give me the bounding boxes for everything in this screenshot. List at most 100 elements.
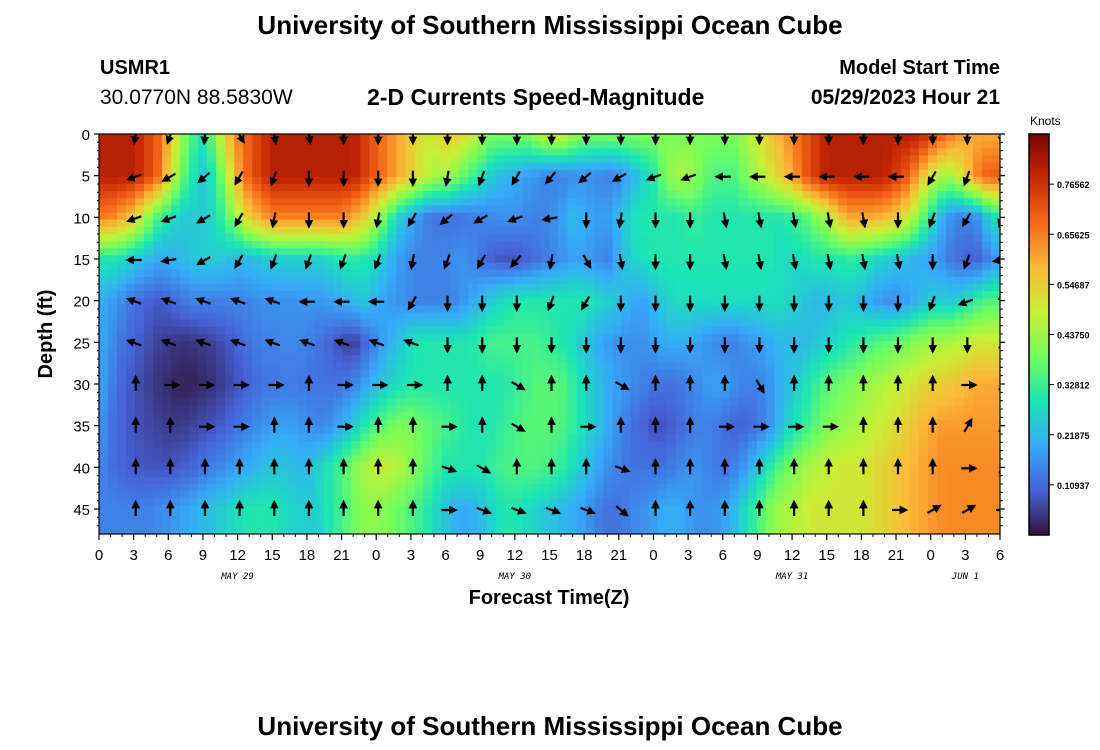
heatmap-cell — [252, 312, 262, 321]
heatmap-cell — [639, 362, 650, 371]
heatmap-cell — [207, 441, 217, 449]
heatmap-cell — [387, 184, 397, 192]
heatmap-cell — [576, 398, 587, 407]
heatmap-cell — [594, 326, 605, 335]
heatmap-cell — [450, 226, 460, 235]
heatmap-cell — [936, 248, 947, 257]
heatmap-cell — [711, 148, 722, 157]
heatmap-cell — [504, 312, 515, 321]
heatmap-cell — [657, 148, 668, 157]
heatmap-cell — [216, 234, 226, 242]
heatmap-cell — [279, 255, 289, 264]
heatmap-cell — [486, 312, 497, 321]
heatmap-cell — [234, 434, 244, 442]
heatmap-cell — [396, 391, 406, 399]
heatmap-cell — [261, 362, 271, 371]
heatmap-cell — [531, 476, 542, 485]
heatmap-cell — [342, 355, 352, 364]
heatmap-cell — [207, 169, 217, 178]
heatmap-cell — [333, 355, 343, 364]
heatmap-cell — [324, 262, 334, 271]
heatmap-cell — [324, 184, 334, 192]
heatmap-cell — [900, 298, 911, 307]
heatmap-cell — [135, 155, 145, 164]
heatmap-cell — [882, 355, 893, 364]
heatmap-cell — [315, 134, 325, 142]
heatmap-cell — [963, 369, 974, 378]
heatmap-cell — [540, 241, 551, 249]
heatmap-cell — [297, 419, 307, 428]
heatmap-cell — [702, 405, 713, 414]
heatmap-cell — [351, 284, 361, 292]
heatmap-cell — [900, 334, 911, 342]
heatmap-cell — [963, 241, 974, 249]
heatmap-cell — [702, 191, 713, 199]
heatmap-cell — [576, 205, 587, 214]
heatmap-cell — [981, 448, 992, 457]
heatmap-cell — [972, 455, 983, 464]
heatmap-cell — [855, 241, 866, 249]
heatmap-cell — [360, 234, 370, 242]
heatmap-cell — [450, 469, 460, 478]
heatmap-cell — [288, 334, 298, 342]
heatmap-cell — [315, 476, 325, 485]
heatmap-cell — [198, 376, 208, 385]
heatmap-cell — [432, 226, 442, 235]
heatmap-cell — [189, 326, 199, 335]
heatmap-cell — [315, 205, 325, 214]
heatmap-cell — [954, 141, 965, 149]
heatmap-cell — [324, 341, 334, 349]
heatmap-cell — [180, 384, 190, 392]
heatmap-cell — [603, 255, 614, 264]
heatmap-cell — [558, 434, 569, 442]
heatmap-cell — [234, 384, 244, 392]
heatmap-cell — [522, 148, 533, 157]
heatmap-cell — [846, 212, 857, 221]
heatmap-cell — [603, 226, 614, 235]
heatmap-cell — [918, 155, 929, 164]
heatmap-cell — [261, 198, 271, 207]
heatmap-cell — [639, 291, 650, 299]
heatmap-cell — [243, 391, 253, 399]
heatmap-cell — [621, 234, 632, 242]
heatmap-cell — [765, 455, 776, 464]
heatmap-cell — [189, 241, 199, 249]
heatmap-cell — [981, 262, 992, 271]
heatmap-cell — [279, 248, 289, 257]
heatmap-cell — [378, 248, 388, 257]
heatmap-cell — [396, 376, 406, 385]
heatmap-cell — [738, 162, 749, 171]
heatmap-cell — [333, 205, 343, 214]
heatmap-cell — [216, 184, 226, 192]
heatmap-cell — [522, 141, 533, 149]
heatmap-cell — [567, 234, 578, 242]
heatmap-cell — [144, 484, 154, 492]
heatmap-cell — [792, 326, 803, 335]
heatmap-cell — [432, 176, 442, 185]
heatmap-cell — [486, 376, 497, 385]
heatmap-cell — [882, 219, 893, 228]
heatmap-cell — [279, 241, 289, 249]
heatmap-cell — [216, 448, 226, 457]
heatmap-cell — [711, 455, 722, 464]
heatmap-cell — [774, 398, 785, 407]
heatmap-cell — [144, 276, 154, 285]
heatmap-cell — [504, 462, 515, 471]
heatmap-cell — [108, 291, 118, 299]
heatmap-cell — [864, 198, 875, 207]
heatmap-cell — [288, 291, 298, 299]
heatmap-cell — [135, 134, 145, 142]
heatmap-cell — [900, 212, 911, 221]
heatmap-cell — [828, 198, 839, 207]
heatmap-cell — [189, 148, 199, 157]
heatmap-cell — [486, 341, 497, 349]
heatmap-cell — [360, 434, 370, 442]
heatmap-cell — [891, 141, 902, 149]
heatmap-cell — [135, 248, 145, 257]
heatmap-cell — [486, 205, 497, 214]
heatmap-cell — [873, 412, 884, 421]
heatmap-cell — [369, 412, 379, 421]
heatmap-cell — [180, 419, 190, 428]
heatmap-cell — [396, 312, 406, 321]
heatmap-cell — [972, 134, 983, 142]
